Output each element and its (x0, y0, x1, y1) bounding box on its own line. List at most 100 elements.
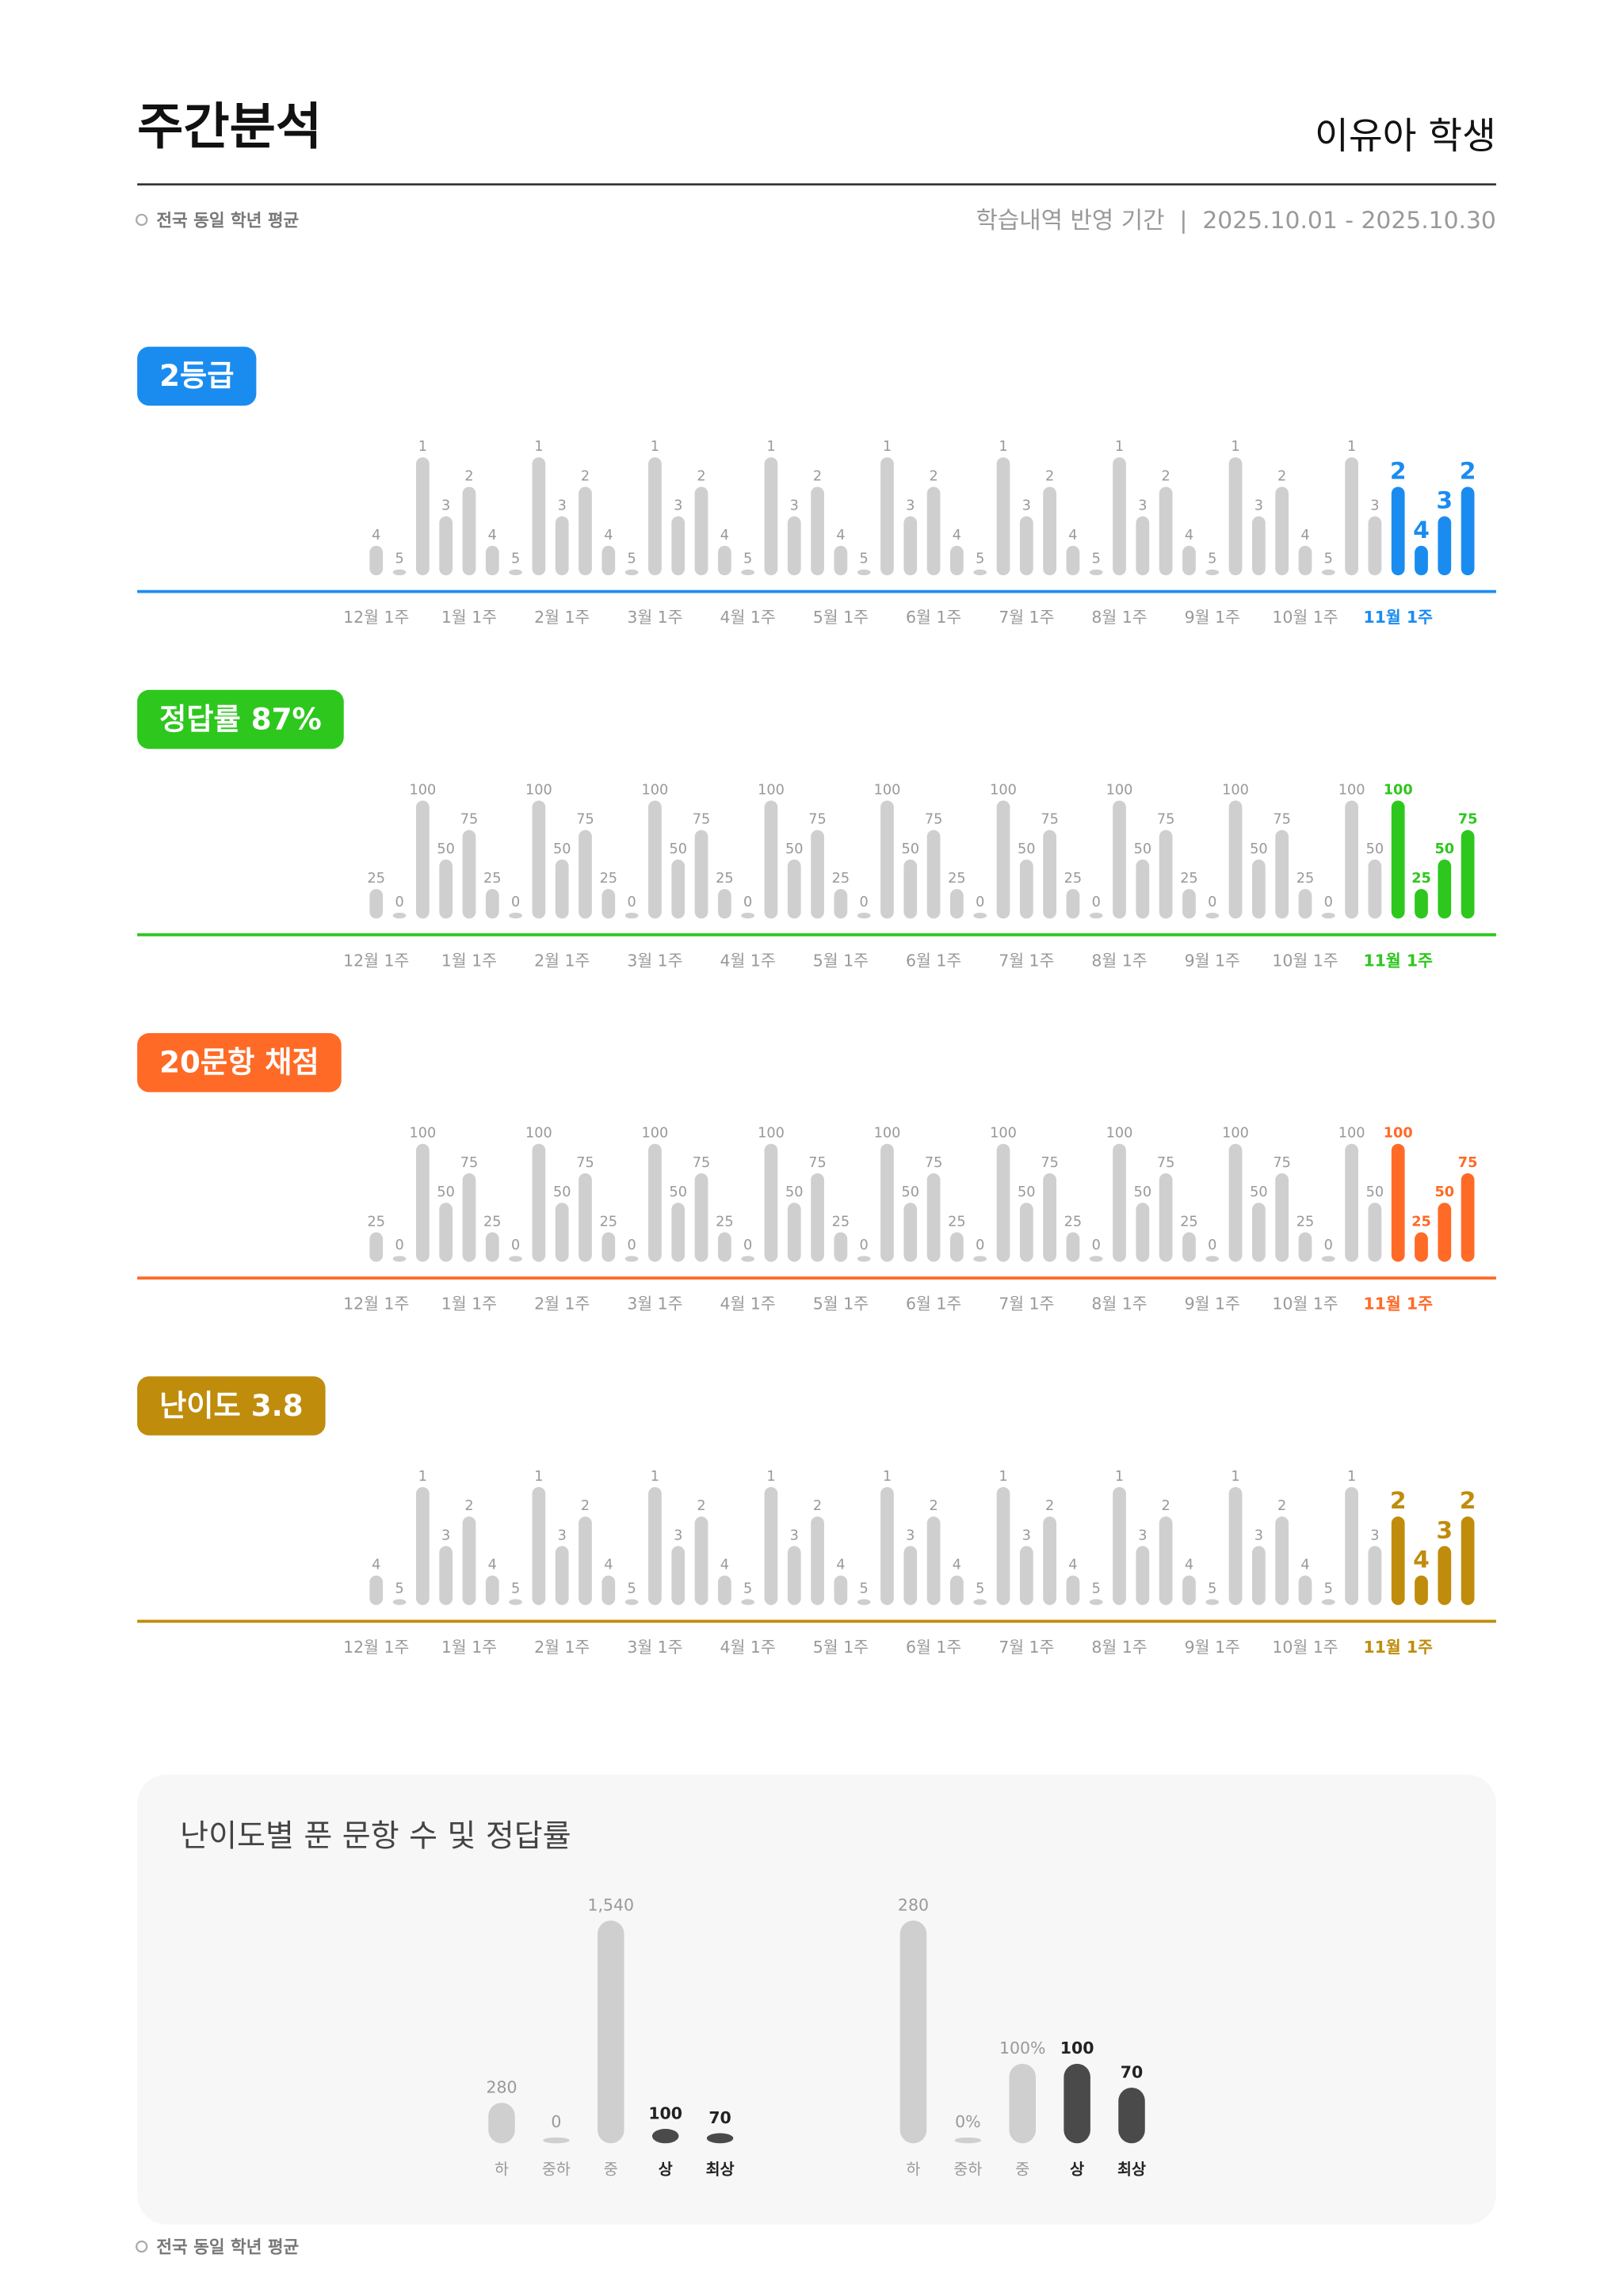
value-label: 100 (1060, 2039, 1094, 2058)
value-label: 2 (697, 1498, 705, 1514)
value-label: 100 (758, 782, 785, 798)
bar (488, 2103, 515, 2144)
x-tick-label: 12월 1주 (343, 951, 409, 970)
bar (648, 800, 662, 919)
value-label: 75 (925, 1155, 943, 1171)
value-label: 75 (460, 812, 479, 828)
value-label: 75 (925, 812, 943, 828)
value-label: 50 (1134, 1184, 1152, 1200)
value-label: 280 (898, 1896, 929, 1915)
bar (811, 1173, 824, 1262)
value-label: 100 (1384, 1126, 1413, 1142)
bar (1415, 1575, 1428, 1605)
x-tick-label: 중 (604, 2160, 618, 2178)
bar (1228, 800, 1243, 919)
x-tick-label: 3월 1주 (627, 1295, 682, 1314)
value-label: 5 (860, 1581, 869, 1596)
bar (601, 545, 616, 576)
value-label: 25 (1180, 1214, 1198, 1230)
bar (1298, 889, 1312, 919)
bar (1066, 889, 1080, 919)
bar (651, 2129, 679, 2144)
value-label: 100 (642, 1126, 669, 1142)
badge (137, 689, 344, 749)
value-label: 2 (1460, 457, 1476, 485)
bar (485, 1232, 499, 1262)
value-label: 50 (1434, 841, 1454, 857)
bar (439, 1203, 453, 1262)
bar (509, 569, 522, 576)
value-label: 25 (368, 1214, 386, 1230)
bar (996, 1486, 1010, 1605)
bar (880, 1143, 894, 1262)
bar (555, 1546, 569, 1605)
legend-marker (136, 213, 148, 227)
value-label: 3 (906, 498, 915, 514)
bar (1345, 1143, 1358, 1262)
x-tick-label: 11월 1주 (1363, 951, 1433, 970)
value-label: 50 (437, 841, 455, 857)
bar (903, 516, 918, 576)
bar (1368, 1203, 1382, 1262)
bar (1438, 1546, 1452, 1605)
bar (1228, 1143, 1243, 1262)
bar (485, 545, 499, 576)
x-tick-label: 12월 1주 (343, 1295, 409, 1314)
value-label: 0 (1092, 1238, 1101, 1253)
value-label: 50 (1018, 841, 1036, 857)
bar (462, 486, 476, 576)
bar (717, 889, 731, 919)
value-label: 4 (953, 1558, 961, 1573)
bar (648, 1486, 662, 1605)
x-tick-label: 8월 1주 (1091, 1295, 1147, 1314)
value-label: 2 (1390, 1487, 1407, 1515)
value-label: 2 (697, 468, 705, 484)
value-label: 70 (708, 2108, 731, 2127)
x-tick-label: 9월 1주 (1185, 1638, 1240, 1657)
value-label: 25 (1296, 1214, 1315, 1230)
value-label: 2 (929, 1498, 938, 1514)
value-label: 5 (1092, 551, 1101, 567)
bar (1368, 516, 1382, 576)
value-label: 5 (1092, 1581, 1101, 1596)
bar (1461, 1516, 1475, 1605)
x-tick-label: 2월 1주 (534, 1638, 590, 1657)
value-label: 75 (1041, 812, 1059, 828)
x-tick-label: 2월 1주 (534, 1295, 590, 1314)
value-label: 1 (1231, 439, 1239, 455)
value-label: 25 (1180, 871, 1198, 887)
bar (903, 1203, 918, 1262)
value-label: 1 (651, 1469, 659, 1485)
bar (834, 889, 848, 919)
bar (1136, 1203, 1150, 1262)
bar (648, 1143, 662, 1262)
bar (1275, 486, 1289, 576)
bar (1415, 889, 1428, 919)
value-label: 100 (642, 782, 669, 798)
bar (1159, 1516, 1173, 1605)
bar (624, 569, 639, 576)
bar (811, 486, 824, 576)
bar (543, 2137, 570, 2144)
value-label: 100 (990, 1126, 1017, 1142)
value-label: 75 (1273, 1155, 1291, 1171)
legend-marker (136, 2240, 148, 2253)
bar (462, 1516, 476, 1605)
bar (555, 516, 569, 576)
x-tick-label: 3월 1주 (627, 951, 682, 970)
bar (579, 486, 592, 576)
bar (671, 1546, 685, 1605)
value-label: 50 (785, 841, 804, 857)
value-label: 100 (648, 2103, 682, 2122)
bar (811, 1516, 824, 1605)
bar (671, 516, 685, 576)
value-label: 3 (1370, 1527, 1379, 1543)
bar (926, 486, 941, 576)
value-label: 1 (1115, 439, 1124, 455)
x-tick-label: 최상 (1117, 2160, 1146, 2178)
value-label: 3 (674, 498, 682, 514)
x-tick-label: 10월 1주 (1272, 951, 1338, 970)
value-label: 4 (953, 528, 961, 543)
